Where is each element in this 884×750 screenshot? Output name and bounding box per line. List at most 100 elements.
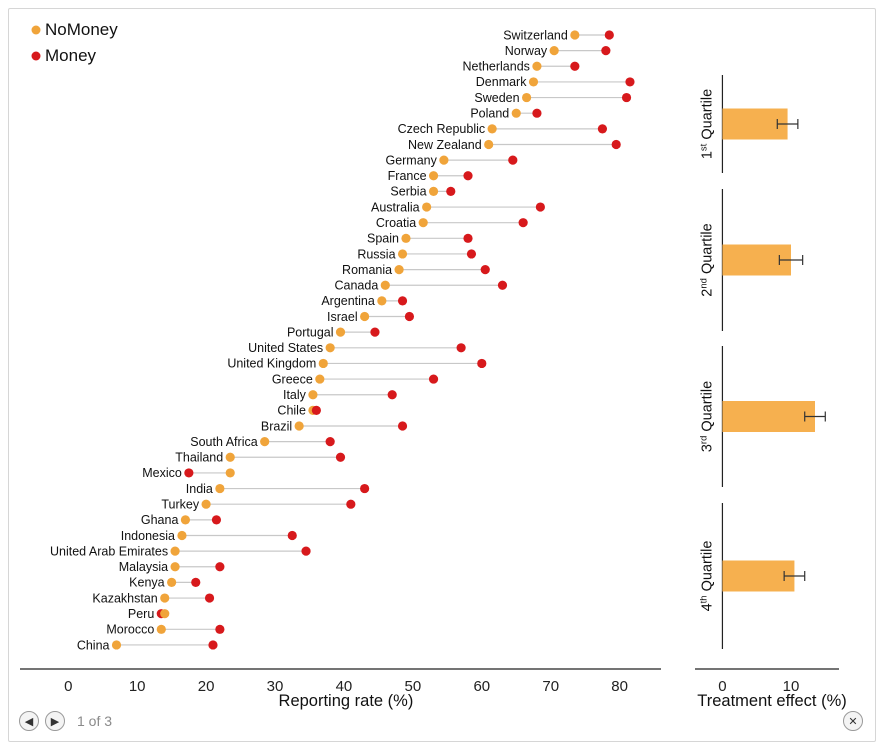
point-nomoney-thailand — [225, 452, 235, 462]
effect-tick-label-0: 0 — [718, 678, 726, 695]
point-money-united-arab-emirates — [301, 546, 311, 556]
point-money-mexico — [184, 468, 194, 478]
x-tick-label-40: 40 — [336, 678, 353, 695]
point-money-china — [208, 640, 218, 650]
country-label-south-africa: South Africa — [190, 435, 257, 449]
country-label-peru: Peru — [128, 607, 154, 621]
country-label-switzerland: Switzerland — [503, 28, 568, 42]
country-label-china: China — [77, 638, 110, 652]
point-money-serbia — [446, 186, 456, 196]
point-money-sweden — [621, 92, 632, 103]
country-label-spain: Spain — [367, 232, 399, 246]
country-label-australia: Australia — [371, 200, 420, 214]
point-nomoney-italy — [308, 390, 318, 400]
point-money-poland — [532, 108, 542, 118]
point-nomoney-united-arab-emirates — [170, 546, 180, 556]
point-money-india — [360, 483, 370, 494]
point-nomoney-denmark — [528, 77, 539, 87]
country-label-argentina: Argentina — [321, 294, 375, 308]
x-tick-label-80: 80 — [611, 678, 628, 695]
country-label-portugal: Portugal — [287, 325, 334, 339]
point-money-kenya — [191, 577, 201, 588]
quartile-label-3: 3rd Quartile — [698, 381, 715, 452]
quartile-label-2: 2nd Quartile — [698, 223, 715, 296]
country-label-brazil: Brazil — [261, 419, 292, 433]
country-label-romania: Romania — [342, 263, 392, 277]
point-nomoney-russia — [397, 249, 408, 259]
point-money-portugal — [370, 327, 380, 337]
country-label-netherlands: Netherlands — [463, 60, 530, 74]
point-nomoney-mexico — [225, 468, 235, 478]
point-money-brazil — [397, 421, 408, 431]
point-nomoney-china — [111, 640, 122, 650]
point-nomoney-romania — [394, 265, 404, 275]
country-label-united-kingdom: United Kingdom — [227, 357, 316, 371]
point-money-croatia — [518, 218, 528, 228]
country-label-ghana: Ghana — [141, 513, 179, 527]
point-nomoney-israel — [360, 311, 370, 322]
point-money-czech-republic — [597, 124, 608, 134]
page-indicator: 1 of 3 — [77, 713, 113, 729]
point-nomoney-serbia — [428, 186, 439, 196]
point-money-united-kingdom — [477, 358, 487, 369]
treatment-effect-chart: 1st Quartile 2nd Quartile 3rd Quartile 4th … — [695, 75, 847, 710]
country-label-croatia: Croatia — [376, 216, 416, 230]
x-tick-label-10: 10 — [129, 678, 146, 695]
x-tick-label-70: 70 — [542, 678, 559, 695]
point-nomoney-switzerland — [570, 30, 580, 40]
point-money-turkey — [346, 499, 356, 509]
next-page-button[interactable]: ▶ — [45, 711, 65, 731]
point-nomoney-turkey — [201, 499, 211, 509]
country-label-chile: Chile — [277, 404, 306, 418]
country-label-sweden: Sweden — [474, 91, 519, 105]
point-nomoney-new-zealand — [484, 139, 494, 150]
point-nomoney-sweden — [521, 92, 532, 103]
country-label-israel: Israel — [327, 310, 358, 324]
point-money-chile — [311, 405, 321, 415]
country-label-united-arab-emirates: United Arab Emirates — [50, 544, 168, 558]
prev-page-button[interactable]: ◀ — [19, 711, 39, 731]
viewer-frame: NoMoney Money Switzerland Norway Netherlands… — [8, 8, 876, 742]
point-money-malaysia — [215, 562, 225, 572]
point-nomoney-united-kingdom — [318, 358, 328, 369]
point-money-denmark — [625, 77, 635, 87]
point-nomoney-canada — [380, 280, 390, 290]
country-label-poland: Poland — [470, 107, 509, 121]
effect-bar-4 — [722, 560, 795, 592]
country-label-turkey: Turkey — [161, 498, 199, 512]
point-nomoney-kenya — [167, 577, 177, 588]
point-nomoney-greece — [315, 374, 325, 384]
point-money-kazakhstan — [204, 593, 215, 603]
point-money-italy — [387, 390, 397, 400]
point-money-indonesia — [287, 530, 297, 541]
point-nomoney-morocco — [156, 624, 166, 634]
point-money-france — [463, 171, 473, 181]
country-label-indonesia: Indonesia — [121, 529, 175, 543]
country-label-italy: Italy — [283, 388, 307, 402]
country-label-russia: Russia — [357, 247, 395, 261]
x-tick-label-0: 0 — [64, 678, 72, 695]
legend-label-nomoney: NoMoney — [45, 20, 118, 39]
effect-tick-label-10: 10 — [783, 678, 800, 695]
country-label-serbia: Serbia — [390, 185, 426, 199]
country-label-greece: Greece — [272, 372, 313, 386]
point-money-romania — [480, 265, 490, 275]
country-label-denmark: Denmark — [476, 75, 527, 89]
country-label-canada: Canada — [335, 279, 379, 293]
country-label-united-states: United States — [248, 341, 323, 355]
legend-marker-money — [31, 51, 41, 61]
point-nomoney-poland — [511, 108, 521, 118]
point-money-netherlands — [570, 61, 580, 71]
x-tick-label-20: 20 — [198, 678, 215, 695]
close-button[interactable]: ✕ — [843, 711, 863, 731]
point-money-russia — [466, 249, 477, 259]
point-money-spain — [463, 233, 473, 243]
country-label-mexico: Mexico — [142, 466, 182, 480]
country-label-czech-republic: Czech Republic — [398, 122, 486, 136]
effect-axis-title: Treatment effect (%) — [697, 692, 846, 710]
arrow-left-icon: ◀ — [24, 715, 34, 728]
point-money-united-states — [456, 343, 466, 353]
point-nomoney-kazakhstan — [160, 593, 170, 603]
chart-canvas: NoMoney Money Switzerland Norway Netherlands… — [20, 20, 847, 710]
point-nomoney-croatia — [418, 218, 428, 228]
